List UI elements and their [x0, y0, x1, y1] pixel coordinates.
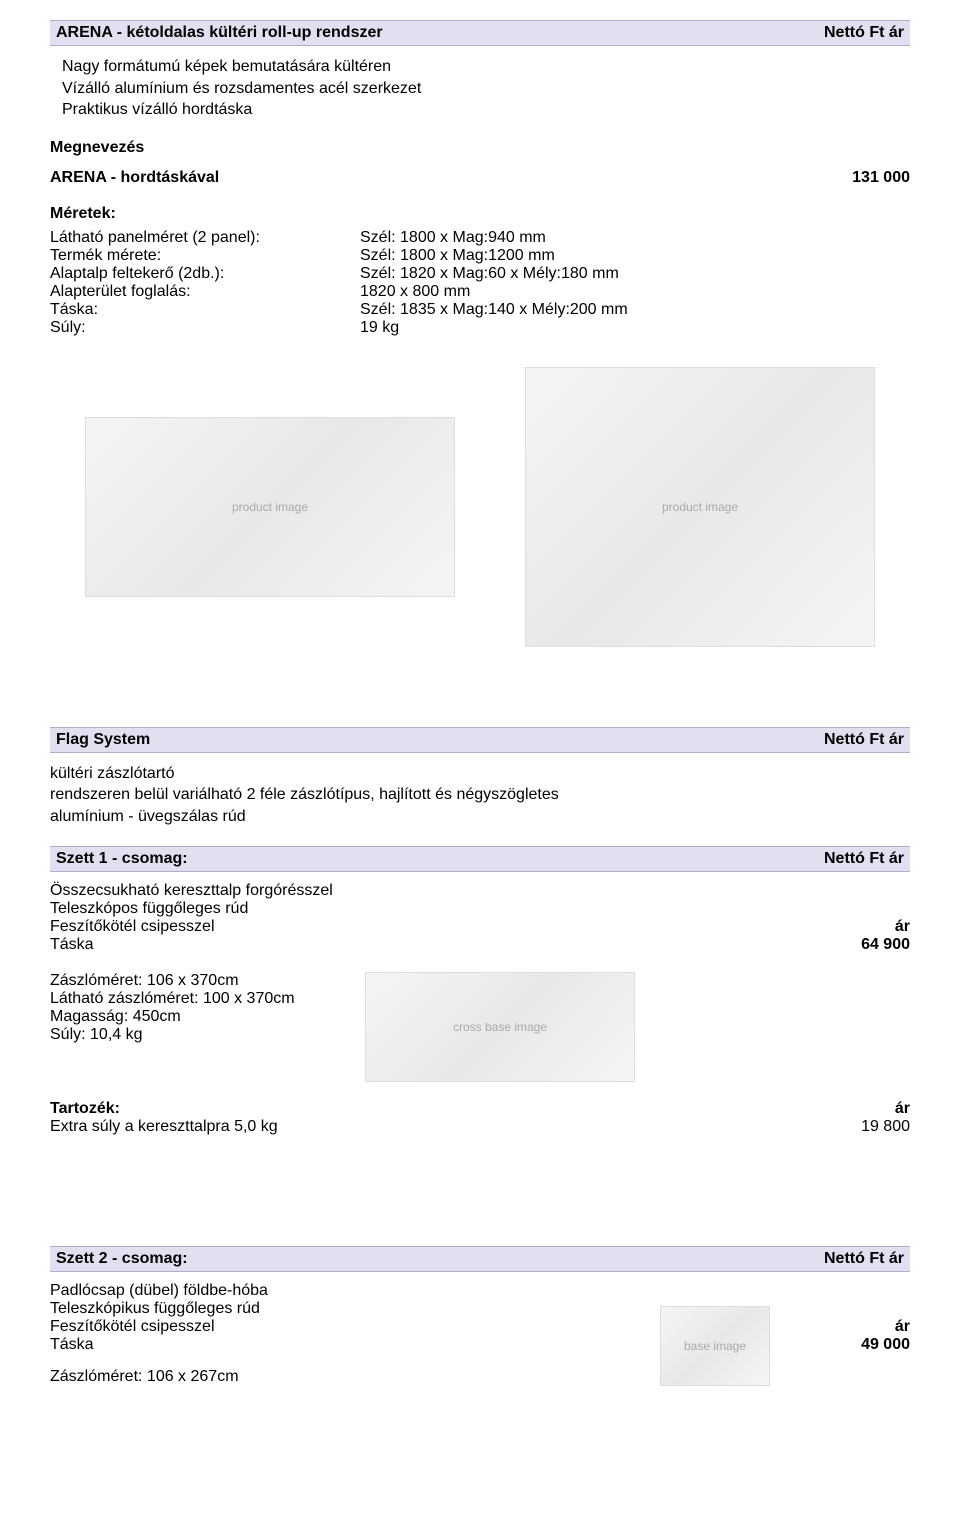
image-alt: product image [662, 500, 738, 514]
product-image: product image [525, 367, 875, 647]
spec-label: Alaptalp feltekerő (2db.): [50, 265, 360, 283]
flag-description: kültéri zászlótartó rendszeren belül var… [50, 763, 910, 828]
specs-table: Látható panelméret (2 panel):Szél: 1800 … [50, 229, 910, 337]
spec-label: Alapterület foglalás: [50, 283, 360, 301]
szett2-image: base image [660, 1306, 770, 1386]
desc-line: Vízálló alumínium és rozsdamentes acél s… [62, 78, 910, 100]
price-value: 19 800 [861, 1118, 910, 1136]
desc-line: rendszeren belül variálható 2 féle zászl… [50, 784, 910, 806]
item-label: Táska [50, 936, 94, 954]
desc-line: kültéri zászlótartó [50, 763, 910, 785]
szett1-image: cross base image [365, 972, 635, 1082]
desc-line: alumínium - üvegszálas rúd [50, 806, 910, 828]
dim-line: Magasság: 450cm [50, 1008, 325, 1026]
spec-label: Látható panelméret (2 panel): [50, 229, 360, 247]
szett1-line: Teleszkópos függőleges rúd [50, 900, 770, 918]
section-title: Szett 2 - csomag: [56, 1250, 188, 1268]
section-header-szett2: Szett 2 - csomag: Nettó Ft ár [50, 1246, 910, 1272]
image-alt: cross base image [453, 1020, 547, 1034]
dim-line: Zászlóméret: 106 x 370cm [50, 972, 325, 990]
dim-line: Látható zászlóméret: 100 x 370cm [50, 990, 325, 1008]
meretek-label: Méretek: [50, 205, 910, 223]
section-price-label: Nettó Ft ár [824, 1250, 904, 1268]
section-header-arena: ARENA - kétoldalas kültéri roll-up rends… [50, 20, 910, 46]
section-title: Flag System [56, 731, 150, 749]
product-image: product image [85, 417, 455, 597]
spec-value: Szél: 1800 x Mag:1200 mm [360, 247, 910, 265]
dim-line: Súly: 10,4 kg [50, 1026, 325, 1044]
dim-line: Zászlóméret: 106 x 267cm [50, 1368, 660, 1386]
item-label: Feszítőkötél csipesszel [50, 1318, 660, 1336]
spec-label: Táska: [50, 301, 360, 319]
spec-value: 1820 x 800 mm [360, 283, 910, 301]
tartozek-label: Tartozék: [50, 1100, 120, 1118]
price-value: ár [770, 918, 910, 936]
spec-label: Súly: [50, 319, 360, 337]
section-header-flag: Flag System Nettó Ft ár [50, 727, 910, 753]
item-label: Táska [50, 1336, 660, 1354]
arena-description: Nagy formátumú képek bemutatására kültér… [62, 56, 910, 121]
spec-value: 19 kg [360, 319, 910, 337]
extra-label: Extra súly a kereszttalpra 5,0 kg [50, 1118, 278, 1136]
szett2-line: Padlócsap (dübel) földbe-hóba [50, 1282, 660, 1300]
spec-value: Szél: 1820 x Mag:60 x Mély:180 mm [360, 265, 910, 283]
price-value: ár [895, 1100, 910, 1118]
price-value: 64 900 [770, 936, 910, 954]
spec-value: Szél: 1800 x Mag:940 mm [360, 229, 910, 247]
item-label: Feszítőkötél csipesszel [50, 918, 215, 936]
item-price: 131 000 [852, 169, 910, 187]
item-name: ARENA - hordtáskával [50, 169, 219, 187]
section-price-label: Nettó Ft ár [824, 731, 904, 749]
arena-images: product image product image [50, 367, 910, 647]
desc-line: Praktikus vízálló hordtáska [62, 99, 910, 121]
section-header-szett1: Szett 1 - csomag: Nettó Ft ár [50, 846, 910, 872]
spec-label: Termék mérete: [50, 247, 360, 265]
megnevezes-label: Megnevezés [50, 139, 910, 157]
szett2-line: Teleszkópikus függőleges rúd [50, 1300, 660, 1318]
price-value: 49 000 [770, 1336, 910, 1354]
image-alt: product image [232, 500, 308, 514]
section-title: ARENA - kétoldalas kültéri roll-up rends… [56, 24, 383, 42]
section-title: Szett 1 - csomag: [56, 850, 188, 868]
spec-value: Szél: 1835 x Mag:140 x Mély:200 mm [360, 301, 910, 319]
price-value: ár [770, 1318, 910, 1336]
section-price-label: Nettó Ft ár [824, 850, 904, 868]
section-price-label: Nettó Ft ár [824, 24, 904, 42]
szett1-line: Összecsukható kereszttalp forgórésszel [50, 882, 770, 900]
image-alt: base image [684, 1339, 746, 1353]
desc-line: Nagy formátumú képek bemutatására kültér… [62, 56, 910, 78]
